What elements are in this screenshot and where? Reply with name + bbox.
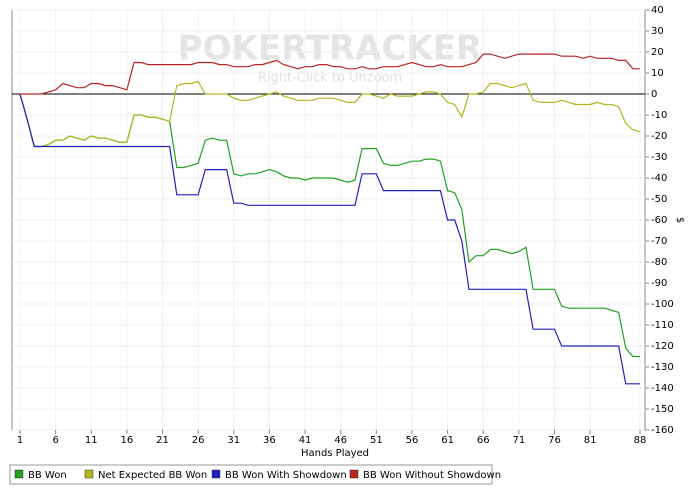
legend-label: Net Expected BB Won: [98, 470, 207, 481]
y-tick-label: -140: [651, 383, 674, 394]
x-tick-label: 51: [370, 435, 383, 446]
y-tick-label: -120: [651, 341, 674, 352]
y-tick-label: -30: [651, 152, 667, 163]
x-tick-label: 1: [17, 435, 23, 446]
x-tick-label: 88: [634, 435, 647, 446]
y-tick-label: -50: [651, 194, 667, 205]
x-tick-label: 76: [548, 435, 561, 446]
y-tick-label: -110: [651, 320, 674, 331]
x-tick-label: 16: [121, 435, 134, 446]
x-tick-label: 81: [584, 435, 597, 446]
y-tick-label: -130: [651, 362, 674, 373]
y-tick-label: 20: [651, 47, 664, 58]
y-tick-label: 10: [651, 68, 664, 79]
x-tick-label: 41: [299, 435, 312, 446]
x-tick-label: 21: [156, 435, 169, 446]
legend-label: BB Won With Showdown: [225, 470, 347, 481]
series-line: [19, 80, 641, 148]
x-tick-label: 11: [85, 435, 98, 446]
y-axis-label: $: [674, 217, 685, 223]
y-tick-label: 0: [651, 89, 657, 100]
legend-swatch: [84, 469, 94, 479]
watermark-sub: Right-Click to Unzoom: [258, 71, 402, 86]
y-tick-label: 40: [651, 5, 664, 16]
x-tick-label: 36: [263, 435, 276, 446]
x-tick-label: 6: [52, 435, 58, 446]
series-line: [20, 53, 640, 95]
legend-label: BB Won Without Showdown: [363, 470, 501, 481]
y-tick-label: 30: [651, 26, 664, 37]
x-tick-label: 71: [512, 435, 525, 446]
legend-swatch: [211, 469, 221, 479]
x-tick-label: 46: [334, 435, 347, 446]
x-tick-label: 61: [441, 435, 454, 446]
x-tick-label: 56: [406, 435, 419, 446]
legend-frame: [9, 464, 493, 485]
series-line: [19, 93, 640, 385]
x-tick-label: 31: [227, 435, 240, 446]
y-tick-label: -40: [651, 173, 667, 184]
y-tick-label: -150: [651, 404, 674, 415]
y-tick-label: -60: [651, 215, 667, 226]
y-tick-label: -90: [651, 278, 667, 289]
y-tick-label: -10: [651, 110, 667, 121]
y-tick-label: -70: [651, 236, 667, 247]
x-tick-label: 26: [192, 435, 205, 446]
y-tick-label: -160: [651, 425, 674, 436]
y-tick-label: -100: [651, 299, 674, 310]
x-tick-label: 66: [477, 435, 490, 446]
legend-swatch: [14, 469, 24, 479]
x-axis-label: Hands Played: [301, 448, 369, 459]
legend-swatch: [349, 469, 359, 479]
y-tick-label: -20: [651, 131, 667, 142]
watermark: POKERTRACKER: [178, 29, 482, 69]
legend-label: BB Won: [28, 470, 67, 481]
y-tick-label: -80: [651, 257, 667, 268]
